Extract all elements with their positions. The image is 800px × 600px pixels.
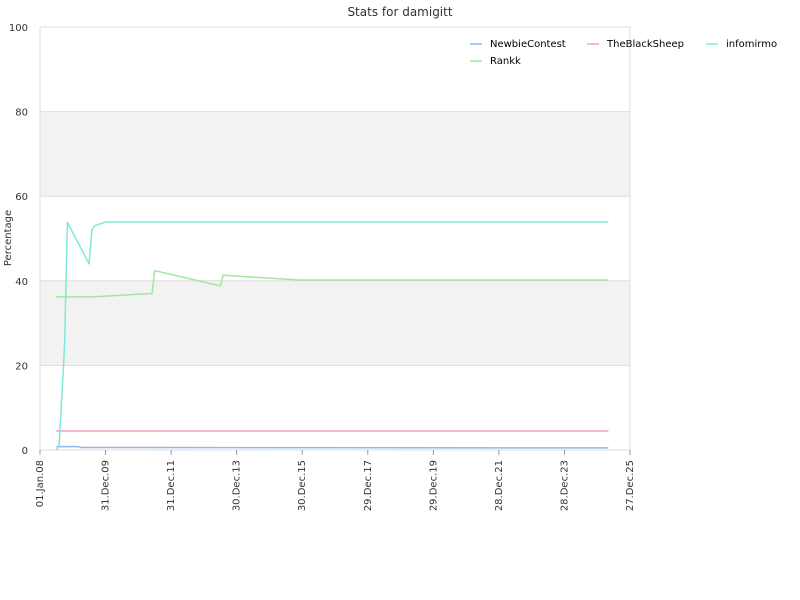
x-tick-label: 31.Dec.11 [166,460,177,511]
y-tick-label: 100 [9,23,28,34]
x-tick-label: 01.Jan.08 [35,460,46,507]
series-lines [55,221,609,451]
y-tick-label: 0 [22,446,28,457]
x-tick-label: 31.Dec.09 [101,460,112,511]
series-line-newbiecontest [56,445,609,449]
plot-band [40,111,630,197]
x-tick-label: 30.Dec.13 [232,460,243,511]
legend-item[interactable]: Rankk [470,56,521,67]
x-tick-label: 29.Dec.17 [363,460,374,511]
legend-label: infomirmo [726,39,777,50]
x-tick-label: 29.Dec.19 [428,460,439,511]
x-tick-label: 30.Dec.15 [297,460,308,511]
plot-bands [40,111,630,366]
x-tick-label: 28.Dec.23 [559,460,570,511]
plot-band [40,280,630,366]
legend-label: NewbieContest [490,39,566,50]
chart-title: Stats for damigitt [347,5,452,19]
plot-frame [39,26,631,451]
y-tick-label: 40 [15,277,28,288]
legend-item[interactable]: NewbieContest [470,39,566,50]
y-tick-label: 20 [15,361,28,372]
x-axis: 01.Jan.08 31.Dec.09 31.Dec.11 30.Dec.13 30.D… [35,450,636,511]
legend-label: TheBlackSheep [606,39,684,50]
series-line-infomirmo [55,221,609,451]
legend-label: Rankk [490,56,521,67]
y-grid [40,26,630,451]
series-line-rankk [56,269,609,298]
legend-item[interactable]: infomirmo [706,39,777,50]
y-tick-label: 60 [15,192,28,203]
y-axis: 0 20 40 60 80 100 [9,23,28,457]
y-tick-label: 80 [15,108,28,119]
x-tick-label: 28.Dec.21 [494,460,505,511]
y-axis-label: Percentage [3,210,14,266]
legend: NewbieContest TheBlackSheep infomirmo Rankk [470,39,777,67]
x-tick-label: 27.Dec.25 [625,460,636,511]
legend-item[interactable]: TheBlackSheep [587,39,684,50]
